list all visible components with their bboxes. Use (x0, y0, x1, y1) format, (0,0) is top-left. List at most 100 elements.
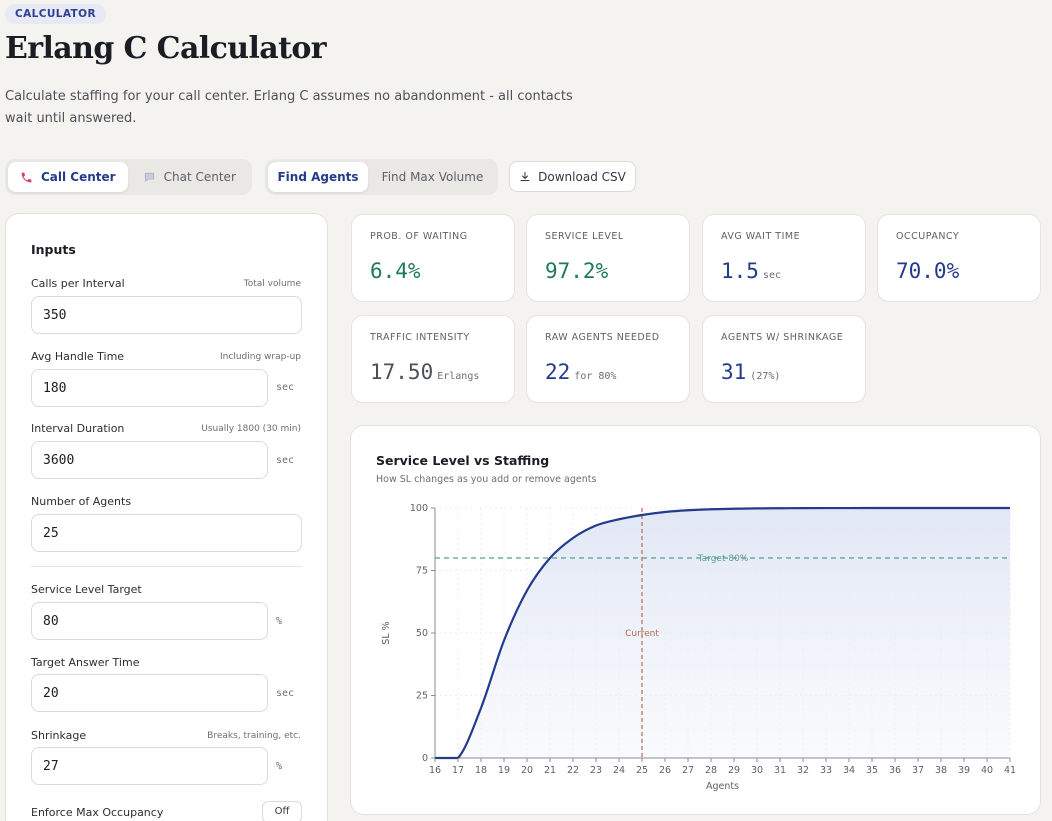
metric-value: 1.5 sec (721, 259, 781, 283)
metric-unit: for 80% (574, 371, 617, 382)
metric-card-raw-agents: RAW AGENTS NEEDED 22 for 80% (526, 315, 690, 403)
metric-unit: (27%) (750, 371, 781, 382)
inputs-divider (31, 566, 302, 567)
metric-label: RAW AGENTS NEEDED (545, 332, 660, 343)
x-tick-label: 24 (613, 765, 625, 776)
calls-per-interval-label: Calls per Interval (31, 277, 125, 290)
x-tick-label: 37 (912, 765, 924, 776)
x-tick-label: 38 (935, 765, 947, 776)
metric-value: 6.4% (370, 259, 421, 283)
service-level-area (435, 508, 1010, 758)
x-tick-label: 19 (498, 765, 510, 776)
x-tick-label: 36 (889, 765, 901, 776)
x-tick-label: 33 (820, 765, 832, 776)
x-axis-label: Agents (706, 781, 739, 792)
metric-value: 17.50 Erlangs (370, 360, 480, 384)
metric-card-avg-wait: AVG WAIT TIME 1.5 sec (702, 214, 866, 302)
interval-duration-input[interactable]: 3600 (31, 441, 268, 479)
avg-handle-time-unit: sec (276, 382, 295, 393)
shrinkage-unit: % (276, 761, 283, 772)
current-line-label: Current (625, 629, 659, 639)
x-tick-label: 30 (751, 765, 763, 776)
x-tick-label: 23 (590, 765, 602, 776)
x-tick-label: 20 (521, 765, 533, 776)
metric-value: 31 (27%) (721, 360, 781, 384)
chart-subtitle: How SL changes as you add or remove agen… (376, 474, 597, 485)
inputs-panel: Inputs Calls per Interval Total volume 3… (5, 213, 328, 821)
service-level-target-input[interactable]: 80 (31, 602, 268, 640)
tab-find-agents[interactable]: Find Agents (268, 162, 368, 192)
download-icon (520, 171, 530, 181)
shrinkage-input[interactable]: 27 (31, 747, 268, 785)
x-tick-label: 16 (429, 765, 441, 776)
enforce-max-occupancy-toggle[interactable]: Off (262, 801, 302, 821)
service-level-line (435, 506, 1010, 760)
tab-chat-center[interactable]: Chat Center (130, 162, 250, 192)
download-csv-label: Download CSV (538, 169, 626, 184)
mode-toggle: Find Agents Find Max Volume (265, 159, 498, 195)
x-tick-label: 41 (1004, 765, 1016, 776)
target-answer-time-input[interactable]: 20 (31, 674, 268, 712)
metric-label: PROB. OF WAITING (370, 231, 468, 242)
x-tick-label: 25 (636, 765, 648, 776)
chart-title: Service Level vs Staffing (376, 453, 550, 468)
enforce-max-occupancy-label: Enforce Max Occupancy (31, 806, 164, 819)
service-level-target-unit: % (276, 616, 283, 627)
number-of-agents-input[interactable]: 25 (31, 514, 302, 552)
tab-find-max-volume[interactable]: Find Max Volume (381, 170, 484, 184)
x-tick-label: 17 (452, 765, 464, 776)
target-answer-time-label: Target Answer Time (31, 656, 140, 669)
metric-label: OCCUPANCY (896, 231, 960, 242)
service-level-chart: Target 80% Current 0 25 50 75 100 16 17 18 19 20 21 2… (381, 503, 1016, 792)
service-level-target-label: Service Level Target (31, 583, 142, 596)
target-line-label: Target 80% (697, 554, 749, 564)
interval-duration-unit: sec (276, 455, 295, 466)
y-tick-label: 75 (416, 566, 428, 577)
y-tick-label: 0 (422, 753, 428, 764)
x-tick-label: 28 (705, 765, 717, 776)
target-answer-time-unit: sec (276, 688, 295, 699)
avg-handle-time-label: Avg Handle Time (31, 350, 125, 363)
x-tick-label: 40 (981, 765, 993, 776)
x-tick-label: 22 (567, 765, 579, 776)
metric-value: 97.2% (545, 259, 609, 283)
interval-duration-label: Interval Duration (31, 422, 125, 435)
metric-card-traffic-intensity: TRAFFIC INTENSITY 17.50 Erlangs (351, 315, 515, 403)
x-tick-label: 34 (843, 765, 855, 776)
interval-duration-hint: Usually 1800 (30 min) (201, 424, 301, 434)
inputs-title: Inputs (31, 242, 76, 257)
x-tick-label: 31 (774, 765, 786, 776)
calculator-badge: CALCULATOR (5, 4, 106, 24)
metric-label: AGENTS W/ SHRINKAGE (721, 332, 844, 343)
avg-handle-time-input[interactable]: 180 (31, 369, 268, 407)
x-tick-label: 21 (544, 765, 556, 776)
service-level-chart-card: Service Level vs Staffing How SL changes… (350, 425, 1041, 815)
tab-chat-center-label: Chat Center (163, 170, 236, 184)
y-tick-label: 50 (416, 628, 428, 639)
tab-call-center-label: Call Center (40, 170, 116, 184)
x-tick-label: 29 (728, 765, 740, 776)
shrinkage-label: Shrinkage (31, 729, 87, 742)
calls-per-interval-input[interactable]: 350 (31, 296, 302, 334)
avg-handle-time-hint: Including wrap-up (220, 352, 301, 362)
channel-toggle: Call Center Chat Center (5, 159, 252, 195)
chat-bubble-icon (144, 172, 154, 182)
metric-label: TRAFFIC INTENSITY (370, 332, 470, 343)
y-tick-label: 100 (410, 503, 428, 514)
x-tick-label: 35 (866, 765, 878, 776)
phone-icon (21, 172, 32, 182)
metric-label: AVG WAIT TIME (721, 231, 801, 242)
y-tick-label: 25 (416, 691, 428, 702)
metric-card-service-level: SERVICE LEVEL 97.2% (526, 214, 690, 302)
shrinkage-hint: Breaks, training, etc. (207, 731, 301, 741)
metric-value: 70.0% (896, 259, 960, 283)
page-subtitle: Calculate staffing for your call center.… (5, 89, 573, 126)
page-title: Erlang C Calculator (5, 31, 327, 66)
download-csv-button[interactable]: Download CSV (509, 161, 636, 192)
metric-unit: Erlangs (437, 371, 480, 382)
metric-label: SERVICE LEVEL (545, 231, 624, 242)
x-tick-label: 26 (659, 765, 671, 776)
y-axis-label: SL % (381, 621, 392, 644)
x-tick-label: 39 (958, 765, 970, 776)
tab-call-center[interactable]: Call Center (8, 162, 128, 192)
